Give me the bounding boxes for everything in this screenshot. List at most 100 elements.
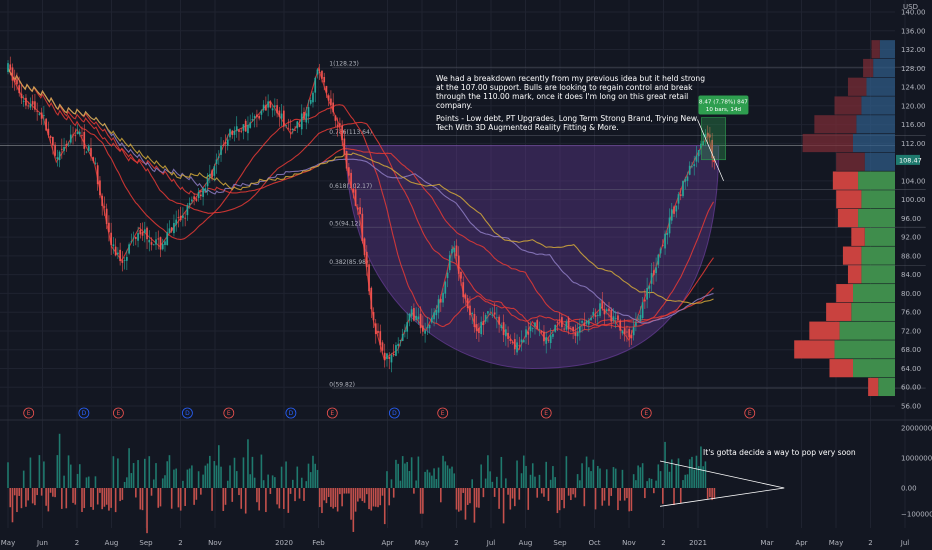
candle-body-166 [379, 331, 382, 346]
volume-bar-39 [94, 476, 97, 488]
volume-bar-290 [657, 464, 660, 488]
event-earnings-9[interactable] [540, 407, 552, 419]
volume-bar-120 [276, 488, 278, 505]
candle-body-8 [25, 97, 27, 106]
triangle-lines[interactable] [659, 460, 785, 507]
volume-bar-244 [554, 477, 556, 488]
event-earnings-8[interactable] [437, 407, 449, 419]
volume-bar-46 [110, 488, 112, 508]
event-dividend-3[interactable] [181, 407, 193, 419]
profile-buy-17 [853, 359, 895, 378]
volume-axis[interactable]: 2000000.00 1000000.00 0.00 −1000000.00 [901, 425, 932, 519]
fib-label-0: 1(128.23) [329, 61, 359, 68]
profile-sell-5 [802, 133, 853, 153]
candle-body-96 [222, 144, 225, 146]
volume-bar-6 [20, 488, 23, 509]
volume-bar-30 [74, 488, 77, 505]
volume-bar-33 [81, 488, 83, 512]
candle-body-120 [276, 105, 278, 114]
profile-buy-8 [861, 190, 895, 209]
candle-body-19 [49, 136, 52, 138]
volume-bar-181 [413, 488, 415, 494]
volume-triangle[interactable] [659, 460, 785, 507]
volume-profile [794, 40, 895, 397]
volume-bar-100 [231, 488, 234, 502]
event-label-7: D [392, 410, 397, 417]
profile-sell-17 [829, 359, 853, 378]
event-label-0: E [27, 410, 31, 417]
price-tick-19: 60.00 [901, 384, 921, 392]
event-dividend-5[interactable] [285, 407, 297, 419]
candles[interactable] [7, 56, 716, 373]
candle-body-146 [334, 115, 337, 121]
candle-body-113 [260, 110, 263, 115]
candle-body-93 [215, 159, 218, 164]
time-tick-22: 2 [868, 539, 872, 547]
volume-bar-254 [576, 474, 579, 488]
candle-body-127 [291, 128, 294, 131]
volume-bar-11 [31, 488, 34, 504]
volume-bar-247 [561, 488, 563, 501]
volume-bar-52 [123, 481, 126, 488]
event-earnings-4[interactable] [223, 407, 235, 419]
candle-body-139 [318, 72, 321, 74]
volume-bar-48 [114, 488, 117, 513]
candle-body-284 [644, 299, 646, 302]
candle-body-153 [350, 172, 352, 188]
projection-trend-line[interactable] [697, 119, 724, 181]
candle-body-18 [47, 128, 50, 136]
time-axis[interactable]: May Jun 2 Aug Sep 2 Nov 2020 Feb Apr May 2 Jul Aug Sep… [1, 539, 910, 547]
projection-label-box[interactable] [698, 95, 749, 115]
candle-body-7 [22, 100, 25, 102]
candle-body-28 [69, 134, 72, 143]
time-tick-14: Sep [553, 539, 567, 547]
volume-bar-111 [256, 488, 258, 503]
volume-bar-16 [43, 461, 45, 488]
candle-body-80 [186, 205, 189, 216]
event-earnings-2[interactable] [113, 407, 124, 419]
candle-body-103 [238, 129, 240, 132]
volume-histogram [7, 433, 716, 534]
event-earnings-11[interactable] [744, 407, 756, 419]
event-dividend-7[interactable] [388, 407, 400, 419]
candle-body-86 [200, 194, 202, 197]
candle-body-310 [702, 141, 705, 146]
price-axis[interactable]: 140.00 136.00 132.00 128.00 124.00 120.00 116.… [901, 9, 926, 411]
volume-bar-233 [529, 474, 532, 488]
projection-box[interactable] [701, 117, 726, 161]
candle-body-178 [406, 322, 409, 332]
volume-bar-295 [668, 471, 671, 488]
volume-bar-28 [69, 464, 72, 488]
volume-bar-75 [175, 468, 177, 488]
event-earnings-10[interactable] [640, 407, 652, 419]
volume-bar-289 [655, 480, 657, 488]
volume-bar-125 [287, 488, 290, 513]
candle-body-259 [587, 320, 590, 325]
candle-body-133 [305, 113, 308, 123]
volume-bar-260 [590, 471, 592, 488]
candle-body-207 [471, 313, 474, 315]
volume-bar-306 [693, 469, 696, 488]
candle-body-269 [610, 309, 613, 322]
volume-bar-292 [662, 488, 664, 504]
volume-bar-3 [13, 488, 16, 496]
volume-bar-47 [112, 456, 115, 488]
candle-body-314 [711, 139, 713, 158]
candle-body-83 [193, 196, 195, 200]
profile-buy-4 [856, 115, 895, 134]
volume-bar-95 [220, 466, 222, 488]
volume-bar-175 [399, 480, 402, 488]
volume-bar-13 [36, 488, 38, 496]
volume-bar-153 [350, 488, 352, 520]
volume-bar-207 [471, 479, 473, 488]
price-tick-20: 56.00 [901, 403, 921, 411]
candle-body-147 [336, 124, 339, 127]
event-earnings-6[interactable] [326, 407, 338, 419]
candle-body-157 [359, 207, 361, 215]
event-dividend-1[interactable] [78, 407, 90, 419]
event-earnings-0[interactable] [23, 407, 35, 419]
candle-body-109 [251, 119, 254, 121]
